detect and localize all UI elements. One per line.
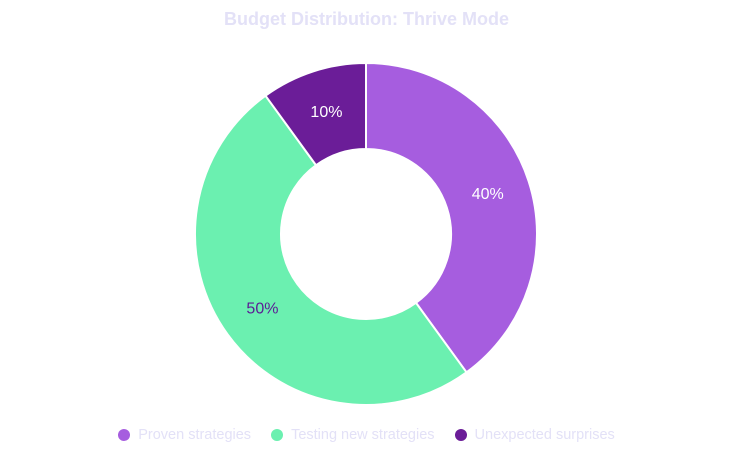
legend-item-2[interactable]: Unexpected surprises — [454, 427, 615, 443]
chart-title: Budget Distribution: Thrive Mode — [224, 9, 509, 29]
legend-label: Unexpected surprises — [474, 427, 615, 443]
legend-marker-icon — [118, 429, 131, 441]
legend-item-1[interactable]: Testing new strategies — [271, 427, 435, 443]
slice-data-label-2: 10% — [310, 104, 342, 121]
chart-legend: Proven strategies Testing new strategies U… — [0, 427, 733, 443]
slice-data-label-0: 40% — [472, 186, 504, 203]
legend-marker-icon — [271, 429, 284, 441]
donut-slice-0[interactable] — [365, 61, 538, 374]
donut-slice-1[interactable] — [194, 94, 468, 406]
slice-data-label-1: 50% — [246, 301, 278, 318]
legend-label: Testing new strategies — [291, 427, 435, 443]
legend-marker-icon — [454, 429, 467, 441]
legend-label: Proven strategies — [138, 427, 252, 443]
legend-item-0[interactable]: Proven strategies — [118, 427, 251, 443]
donut-slice-2[interactable] — [264, 61, 367, 167]
